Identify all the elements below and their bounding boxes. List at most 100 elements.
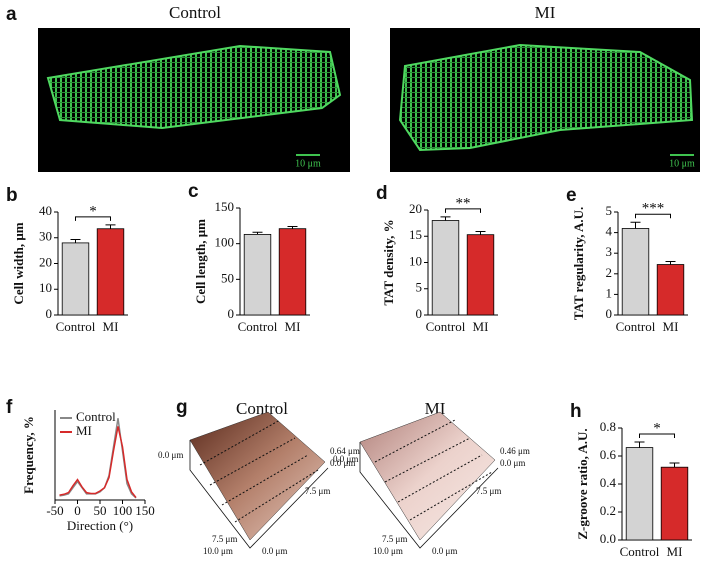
error-bar bbox=[440, 216, 451, 221]
y-tick-label: 3 bbox=[606, 244, 613, 259]
cell bbox=[46, 44, 342, 130]
y-tick-label: 15 bbox=[409, 227, 422, 242]
surface-axes bbox=[189, 440, 499, 549]
panel-letter: c bbox=[188, 181, 199, 202]
error-bar bbox=[70, 239, 81, 243]
legend-label: MI bbox=[76, 423, 92, 438]
error-bar bbox=[105, 224, 116, 229]
x-tick-label: MI bbox=[285, 319, 301, 334]
error-bar bbox=[475, 231, 486, 235]
x-tick-label: 150 bbox=[135, 503, 155, 518]
significance: *** bbox=[642, 201, 665, 217]
x-tick-label: MI bbox=[103, 319, 119, 334]
bar bbox=[96, 228, 125, 316]
scale-bar-label: 10 μm bbox=[669, 158, 695, 169]
y-tick-label: 0.2 bbox=[600, 503, 616, 518]
bar bbox=[660, 466, 689, 541]
significance-bracket bbox=[445, 208, 481, 213]
surface bbox=[189, 411, 326, 541]
axis-label: 0.0 μm bbox=[158, 450, 183, 460]
x-tick-label: MI bbox=[667, 544, 683, 559]
error-bar bbox=[665, 260, 676, 265]
y-axis-label: TAT regularity, A.U. bbox=[571, 207, 586, 321]
axis-label: 0.64 μm bbox=[330, 446, 360, 456]
y-tick-label: 5 bbox=[416, 280, 423, 295]
y-tick-label: 10 bbox=[409, 253, 422, 268]
y-axis-label: Frequency, % bbox=[21, 416, 36, 494]
error-bar bbox=[287, 226, 298, 229]
surface bbox=[359, 411, 496, 541]
x-tick-label: 50 bbox=[94, 503, 107, 518]
y-tick-label: 100 bbox=[215, 235, 235, 250]
x-tick-label: 100 bbox=[113, 503, 133, 518]
x-axis-label: Direction (°) bbox=[67, 518, 133, 533]
x-tick-label: MI bbox=[663, 319, 679, 334]
y-axis-label: Z-groove ratio, A.U. bbox=[575, 428, 590, 539]
axis-label: 7.5 μm bbox=[382, 534, 407, 544]
axis-label: 10.0 μm bbox=[373, 546, 403, 556]
x-tick-label: Control bbox=[620, 544, 660, 559]
legend-label: Control bbox=[76, 409, 116, 424]
bar bbox=[243, 233, 272, 316]
significance-bracket bbox=[635, 213, 671, 219]
axis-label: 0.0 μm bbox=[333, 454, 358, 464]
x-tick-label: Control bbox=[56, 319, 96, 334]
bar bbox=[466, 234, 495, 316]
error-bar bbox=[630, 221, 641, 229]
panel-letter: e bbox=[566, 185, 577, 206]
bar bbox=[61, 242, 90, 316]
y-tick-label: 0.0 bbox=[600, 531, 616, 546]
panel-letter: g bbox=[176, 397, 188, 418]
y-tick-label: 150 bbox=[215, 199, 235, 214]
y-tick-label: 50 bbox=[221, 270, 234, 285]
y-tick-label: 4 bbox=[606, 224, 613, 239]
error-bar bbox=[669, 462, 680, 468]
x-tick-label: -50 bbox=[46, 503, 63, 518]
bar bbox=[431, 220, 460, 316]
error-bar bbox=[634, 441, 645, 448]
image-title: Control bbox=[169, 3, 221, 22]
scale-bar-label: 10 μm bbox=[295, 158, 321, 169]
y-tick-label: 0 bbox=[46, 306, 53, 321]
y-tick-label: 0.4 bbox=[600, 475, 617, 490]
x-tick-label: MI bbox=[473, 319, 489, 334]
axis-label: 0.0 μm bbox=[500, 458, 525, 468]
x-tick-label: Control bbox=[426, 319, 466, 334]
y-tick-label: 5 bbox=[606, 203, 613, 218]
y-tick-label: 0 bbox=[606, 306, 613, 321]
axis-label: 0.0 μm bbox=[330, 458, 355, 468]
bar bbox=[621, 228, 650, 316]
panel-letter: b bbox=[6, 185, 18, 206]
bar bbox=[656, 264, 685, 316]
series-line bbox=[59, 426, 137, 499]
image-title: Control bbox=[236, 399, 288, 418]
y-tick-label: 30 bbox=[39, 229, 52, 244]
y-tick-label: 20 bbox=[409, 201, 422, 216]
significance: ** bbox=[456, 195, 471, 211]
y-tick-label: 0 bbox=[228, 306, 235, 321]
x-tick-label: Control bbox=[238, 319, 278, 334]
panel-letter: d bbox=[376, 183, 388, 204]
cell bbox=[398, 43, 694, 152]
axis-label: 0.46 μm bbox=[500, 446, 530, 456]
y-tick-label: 0.8 bbox=[600, 419, 616, 434]
x-tick-label: Control bbox=[616, 319, 656, 334]
axis-label: 10.0 μm bbox=[203, 546, 233, 556]
x-tick-label: 0 bbox=[74, 503, 81, 518]
y-tick-label: 0 bbox=[416, 306, 423, 321]
axis-label: 0.0 μm bbox=[262, 546, 287, 556]
y-tick-label: 10 bbox=[39, 280, 52, 295]
axis-label: 7.5 μm bbox=[212, 534, 237, 544]
panel-letter: a bbox=[6, 4, 17, 25]
significance: * bbox=[653, 420, 661, 436]
y-tick-label: 1 bbox=[606, 285, 613, 300]
axis-label: 7.5 μm bbox=[476, 486, 501, 496]
y-axis-label: Cell length, μm bbox=[193, 219, 208, 304]
error-bar bbox=[252, 231, 263, 235]
significance: * bbox=[89, 203, 97, 219]
y-tick-label: 2 bbox=[606, 265, 613, 280]
y-tick-label: 40 bbox=[39, 203, 52, 218]
y-tick-label: 20 bbox=[39, 254, 52, 269]
y-axis-label: TAT density, % bbox=[381, 219, 396, 305]
image-title: MI bbox=[535, 3, 556, 22]
